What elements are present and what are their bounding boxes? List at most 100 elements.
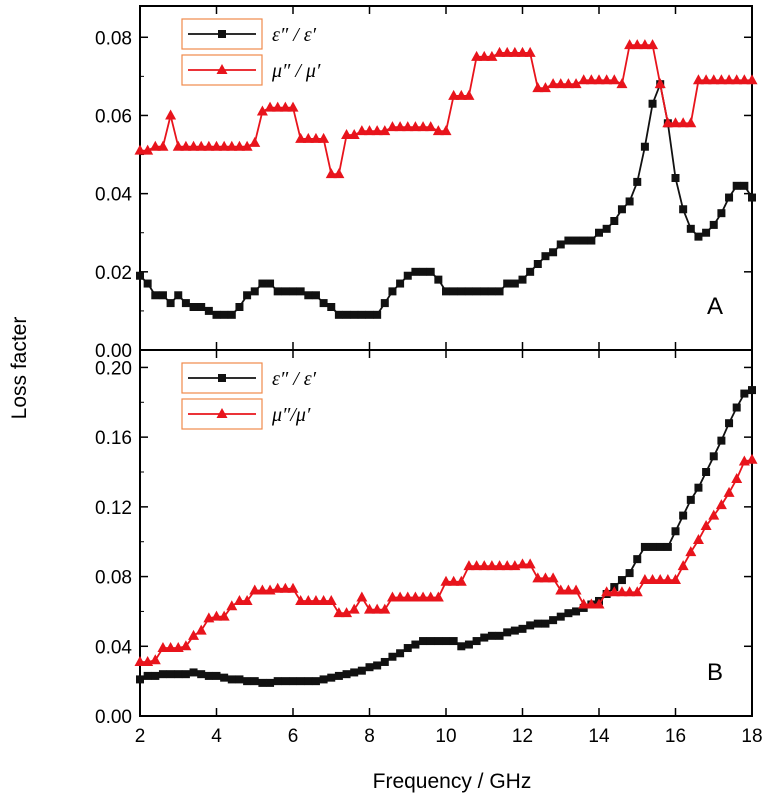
panel-a-epsilon-point [610, 217, 619, 225]
panel-a-mu-point [256, 105, 268, 116]
panel-a-epsilon-point [442, 287, 450, 296]
panel-a-mu-point [272, 101, 284, 112]
panel-b-epsilon-point [204, 671, 213, 680]
panel-b-epsilon-point [136, 675, 144, 684]
panel-b-epsilon-point [411, 640, 420, 649]
panel-a-mu-point [692, 74, 704, 85]
panel-a-epsilon-point [533, 260, 542, 268]
panel-a-mu-point [471, 50, 483, 61]
panel-b-mu-point [486, 560, 498, 571]
panel-b-epsilon-point [181, 670, 190, 679]
panel-b-mu-point [440, 575, 452, 586]
panel-b-mu-point [241, 594, 253, 605]
panel-b-epsilon-point [442, 637, 450, 646]
panel-a-epsilon-point [495, 287, 504, 296]
panel-a-epsilon-point [686, 224, 695, 233]
panel-a-epsilon-point [350, 310, 359, 319]
panel-a-mu-point [325, 168, 337, 179]
x-tick-label: 12 [512, 726, 533, 747]
panel-a-epsilon-point [227, 310, 236, 319]
panel-b-epsilon-point [472, 637, 481, 646]
panel-a-epsilon-point [717, 209, 726, 218]
panel-b-mu-point [593, 598, 605, 609]
panel-b-legend-epsilon-label: ε″ / ε′ [272, 368, 317, 390]
panel-a-mu-point [517, 46, 528, 57]
panel-a-epsilon-point [487, 287, 496, 296]
panel-b-epsilon-point [235, 675, 244, 684]
panel-b-epsilon-point [143, 671, 152, 680]
panel-b-mu-point [616, 586, 628, 597]
panel-b-mu-point [180, 640, 192, 651]
panel-b-mu-point [379, 603, 391, 614]
panel-a-mu-point [715, 74, 727, 85]
panel-a-epsilon-point [556, 240, 565, 249]
panel-a-mu-point [662, 117, 674, 128]
panel-b-epsilon-point [541, 619, 550, 628]
panel-a-mu-point [302, 132, 314, 143]
panel-a-epsilon-point [725, 193, 734, 202]
panel-a-epsilon-point [319, 299, 328, 308]
panel-a-mu-point [509, 46, 521, 57]
panel-b-mu-point [532, 572, 544, 583]
panel-a-mu-point [578, 74, 590, 85]
panel-b-epsilon-point [617, 576, 626, 585]
panel-a-mu-point [165, 109, 177, 120]
panel-b-mu-point [517, 558, 528, 569]
panel-b-mu-point [494, 560, 506, 571]
panel-b-y-tick-label: 0.04 [95, 637, 132, 658]
panel-b-mu-point [157, 642, 169, 653]
panel-a-mu-point [738, 74, 750, 85]
panel-a-mu-point [524, 46, 536, 57]
panel-a-y-tick-label: 0.04 [95, 185, 132, 206]
panel-a-mu-point [149, 140, 161, 151]
panel-a-mu-point [318, 132, 330, 143]
panel-a-epsilon-point [166, 299, 175, 308]
panel-a-epsilon-point [434, 275, 443, 284]
panel-b-epsilon-point [365, 663, 374, 672]
panel-a-mu-point [532, 82, 544, 93]
panel-a-mu-point [670, 117, 681, 128]
panel-a-epsilon-point [694, 232, 703, 241]
panel-b-epsilon-point [656, 542, 665, 551]
panel-a-mu-point [425, 121, 437, 132]
panel-a-mu-point [501, 46, 513, 57]
panel-b-mu-point [249, 584, 261, 595]
panel-a-y-tick-label: 0.06 [95, 106, 132, 127]
panel-b-epsilon-point [227, 675, 236, 684]
panel-b-mu-point [723, 486, 735, 497]
panel-b-epsilon-point [434, 637, 443, 646]
panel-b-epsilon-point [572, 607, 581, 616]
panel-b-epsilon-point [189, 668, 198, 677]
panel-a-mu-point [249, 136, 261, 147]
panel-b-epsilon-point [709, 452, 718, 461]
panel-b-mu-point [348, 603, 360, 614]
panel-a-mu-point [394, 121, 406, 132]
panel-b-epsilon-point [487, 631, 496, 640]
panel-a-legend-mu-marker [216, 64, 228, 74]
panel-b-mu-point [302, 594, 314, 605]
panel-b-epsilon-point [311, 677, 320, 686]
panel-b-legend-mu-box [181, 398, 263, 430]
panel-a-mu-point [654, 78, 666, 89]
panel-b-frame [139, 349, 753, 717]
panel-a-epsilon-point [640, 142, 649, 151]
panel-b-epsilon-point [158, 670, 167, 679]
panel-b-epsilon-point [564, 609, 573, 618]
panel-b-mu-point [218, 610, 230, 621]
panel-a-epsilon-point [602, 224, 611, 233]
panel-b-mu-point [455, 575, 467, 586]
panel-a-mu-point [486, 50, 498, 61]
panel-a-epsilon-point [633, 177, 642, 186]
panel-b-mu-point [685, 546, 697, 557]
panel-b-mu-point [149, 654, 161, 665]
panel-b-mu-point [692, 533, 704, 544]
panel-b-epsilon-point [266, 678, 275, 687]
panel-a-epsilon-point [572, 236, 581, 245]
panel-b-mu-point [402, 591, 414, 602]
panel-a-mu-point [402, 121, 414, 132]
panel-a-mu-point [142, 144, 154, 155]
panel-a-epsilon-point [679, 205, 688, 214]
panel-b-epsilon-point [197, 670, 206, 679]
panel-b-mu-point [409, 591, 421, 602]
panel-b-mu-point [333, 607, 345, 618]
